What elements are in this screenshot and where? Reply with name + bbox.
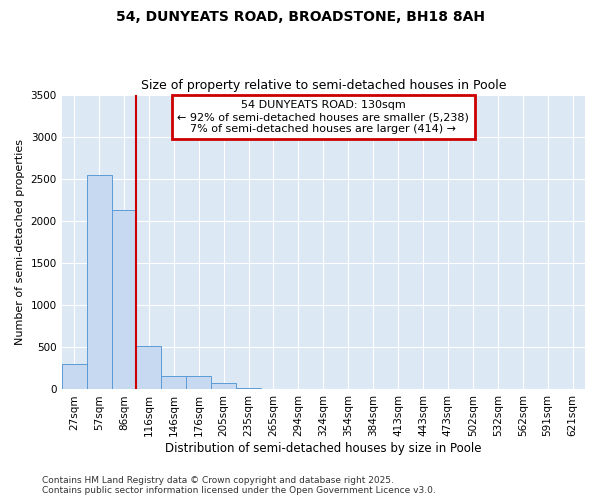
Bar <box>136 346 161 390</box>
Bar <box>161 376 186 390</box>
Bar <box>112 210 136 390</box>
Text: Contains HM Land Registry data © Crown copyright and database right 2025.
Contai: Contains HM Land Registry data © Crown c… <box>42 476 436 495</box>
Bar <box>86 176 112 390</box>
Bar <box>186 376 211 390</box>
Text: 54, DUNYEATS ROAD, BROADSTONE, BH18 8AH: 54, DUNYEATS ROAD, BROADSTONE, BH18 8AH <box>115 10 485 24</box>
Bar <box>211 383 236 390</box>
Text: 54 DUNYEATS ROAD: 130sqm
← 92% of semi-detached houses are smaller (5,238)
7% of: 54 DUNYEATS ROAD: 130sqm ← 92% of semi-d… <box>178 100 469 134</box>
X-axis label: Distribution of semi-detached houses by size in Poole: Distribution of semi-detached houses by … <box>165 442 482 455</box>
Y-axis label: Number of semi-detached properties: Number of semi-detached properties <box>15 139 25 345</box>
Bar <box>62 364 86 390</box>
Title: Size of property relative to semi-detached houses in Poole: Size of property relative to semi-detach… <box>140 79 506 92</box>
Bar <box>236 388 261 390</box>
